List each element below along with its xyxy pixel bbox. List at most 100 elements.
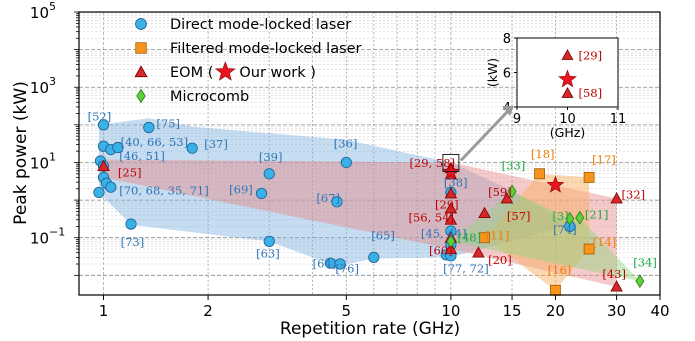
- x-tick-label: 2: [203, 302, 213, 320]
- ref-label: [52]: [88, 110, 112, 124]
- ref-label: [34]: [633, 256, 657, 270]
- x-tick-label: 1: [99, 302, 109, 320]
- legend-label: Filtered mode-locked laser: [170, 41, 362, 57]
- ref-label: [75]: [156, 117, 180, 131]
- y-tick-label: 10: [30, 79, 49, 97]
- legend-marker-direct: [135, 18, 147, 30]
- x-tick-label: 5: [342, 302, 352, 320]
- point-direct: [125, 218, 137, 230]
- legend-label: Our work ): [239, 65, 316, 81]
- y-tick-exponent: 5: [49, 0, 56, 13]
- y-tick-exponent: 3: [49, 75, 56, 88]
- x-tick-label: 40: [650, 302, 669, 320]
- point-direct: [97, 119, 110, 131]
- point-eom: [444, 242, 458, 254]
- ref-label: [73]: [121, 235, 145, 249]
- ref-label: [43]: [602, 267, 626, 281]
- point-direct: [186, 142, 198, 154]
- ref-label: [29]: [435, 197, 459, 211]
- ref-label: [64]: [313, 257, 337, 271]
- point-filtered: [550, 284, 561, 296]
- inset-y-tick-label: 8: [503, 32, 511, 47]
- ref-label: [25]: [118, 166, 142, 180]
- point-eom: [472, 246, 485, 258]
- ref-label: [29, 58]: [409, 156, 455, 170]
- ref-label: [57]: [507, 209, 531, 223]
- ref-label: [14]: [593, 235, 617, 249]
- ref-label: [74]: [553, 222, 577, 236]
- ref-label: [36]: [334, 137, 358, 151]
- inset-ref-label: [29]: [579, 48, 603, 62]
- legend-label: EOM (: [170, 65, 213, 81]
- point-eom: [610, 280, 623, 292]
- ref-label: [70, 68, 35, 71]: [119, 184, 208, 198]
- ref-label: [76]: [335, 261, 359, 275]
- point-eom: [610, 192, 623, 204]
- legend-label: Microcomb: [170, 89, 249, 105]
- y-tick-exponent: 1: [49, 150, 56, 163]
- y-tick-exponent: −1: [49, 226, 65, 239]
- ref-label: [69]: [229, 182, 253, 196]
- legend: Direct mode-locked laser Filtered mode-lo…: [134, 17, 362, 105]
- inset-x-label: (GHz): [550, 125, 585, 140]
- point-eom: [444, 202, 458, 214]
- ref-label: [32]: [622, 188, 646, 202]
- ref-label: [45, 44]: [421, 227, 467, 241]
- point-direct: [331, 196, 343, 208]
- point-direct: [93, 186, 105, 199]
- point-eom: [500, 192, 514, 204]
- region-eom: [103, 159, 617, 287]
- point-eom: [444, 213, 458, 225]
- point-direct: [105, 181, 117, 193]
- ref-label: [48]: [458, 230, 482, 244]
- ref-label: [18]: [531, 147, 555, 161]
- point-microcomb: [507, 184, 517, 199]
- point-filtered: [534, 168, 545, 180]
- ref-label: [17]: [592, 152, 616, 166]
- inset-ref-label: [58]: [579, 86, 603, 100]
- inset-zoom: 91011468(GHz)(kW)[29][58]: [459, 32, 627, 162]
- legend-marker-microcomb: [136, 88, 146, 104]
- data-points: [93, 119, 645, 296]
- ref-label: [20]: [488, 253, 512, 267]
- point-microcomb: [635, 274, 645, 289]
- ref-label: [56, 54]: [408, 210, 454, 224]
- ref-label: [37]: [204, 137, 228, 151]
- plot-frame: [78, 11, 661, 296]
- y-tick-label: 10: [30, 154, 49, 172]
- point-microcomb: [575, 210, 585, 225]
- legend-label: Direct mode-locked laser: [170, 17, 351, 33]
- ref-label: [77, 72]: [443, 261, 489, 275]
- ref-label: [60]: [429, 243, 453, 257]
- inset-point-eom: [561, 87, 574, 98]
- ref-label: [67]: [316, 191, 340, 205]
- point-direct: [255, 187, 268, 200]
- inset-x-tick-label: 9: [513, 112, 521, 127]
- ref-label: [63]: [256, 246, 280, 260]
- zoom-arrow-head: [502, 106, 514, 116]
- point-direct: [143, 121, 155, 134]
- point-direct: [368, 251, 380, 263]
- y-axis-label: Peak power (kW): [11, 81, 31, 225]
- zoom-arrow: [459, 109, 510, 162]
- zoom-box: [442, 153, 460, 172]
- ref-label: [11]: [486, 228, 510, 242]
- inset-our-work-star: [558, 69, 577, 88]
- point-eom: [478, 206, 491, 219]
- inset-x-tick-label: 11: [610, 112, 627, 127]
- point-filtered: [479, 232, 490, 244]
- ref-label: [16]: [548, 263, 572, 277]
- point-direct: [263, 235, 275, 247]
- inset-y-label: (kW): [485, 58, 500, 87]
- x-tick-label: 15: [502, 302, 521, 320]
- reference-labels: [52] [75] [40, 66, 53][46, 51] [25] [70, 68,…: [88, 110, 657, 281]
- region-microcomb: [450, 191, 640, 282]
- ref-label: [40, 66, 53]: [121, 135, 188, 149]
- y-tick-label: 10: [30, 230, 49, 248]
- legend-marker-filtered: [135, 42, 147, 54]
- point-direct: [340, 156, 352, 169]
- x-tick-label: 10: [441, 302, 460, 320]
- our-work-star: [546, 175, 565, 193]
- inset-point-eom: [561, 49, 574, 60]
